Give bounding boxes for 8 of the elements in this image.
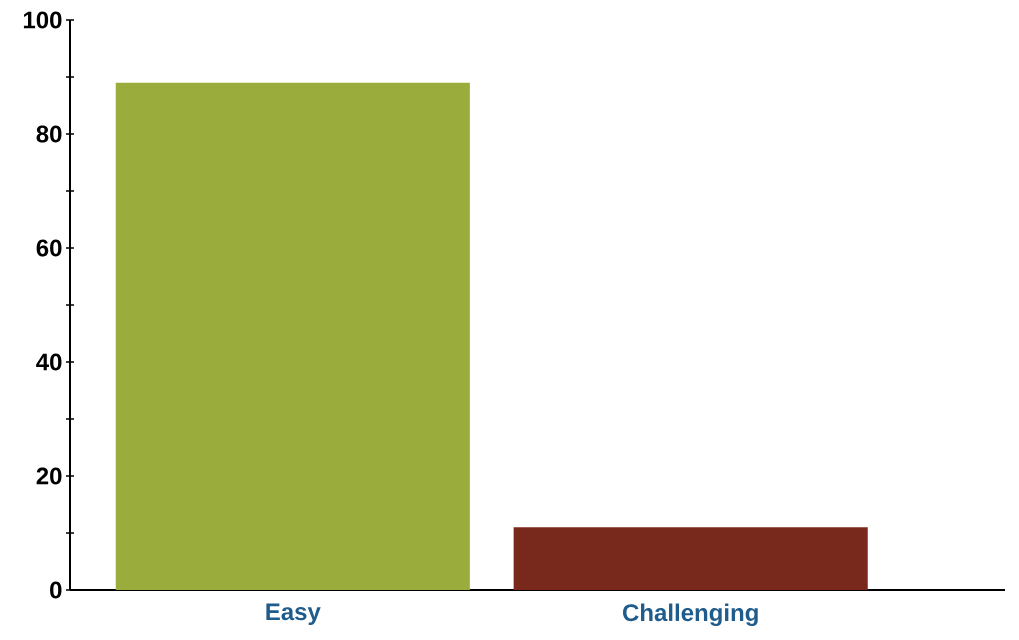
y-tick-label: 100	[23, 11, 62, 29]
y-tick-label: 40	[36, 353, 62, 371]
y-tick-label: 80	[36, 125, 62, 143]
y-tick-label: 20	[36, 467, 62, 485]
x-tick-label: Challenging	[623, 603, 758, 627]
y-tick-label: 60	[36, 239, 62, 257]
x-tick-label: Easy	[266, 603, 321, 626]
y-tick-label: 0	[50, 581, 62, 599]
